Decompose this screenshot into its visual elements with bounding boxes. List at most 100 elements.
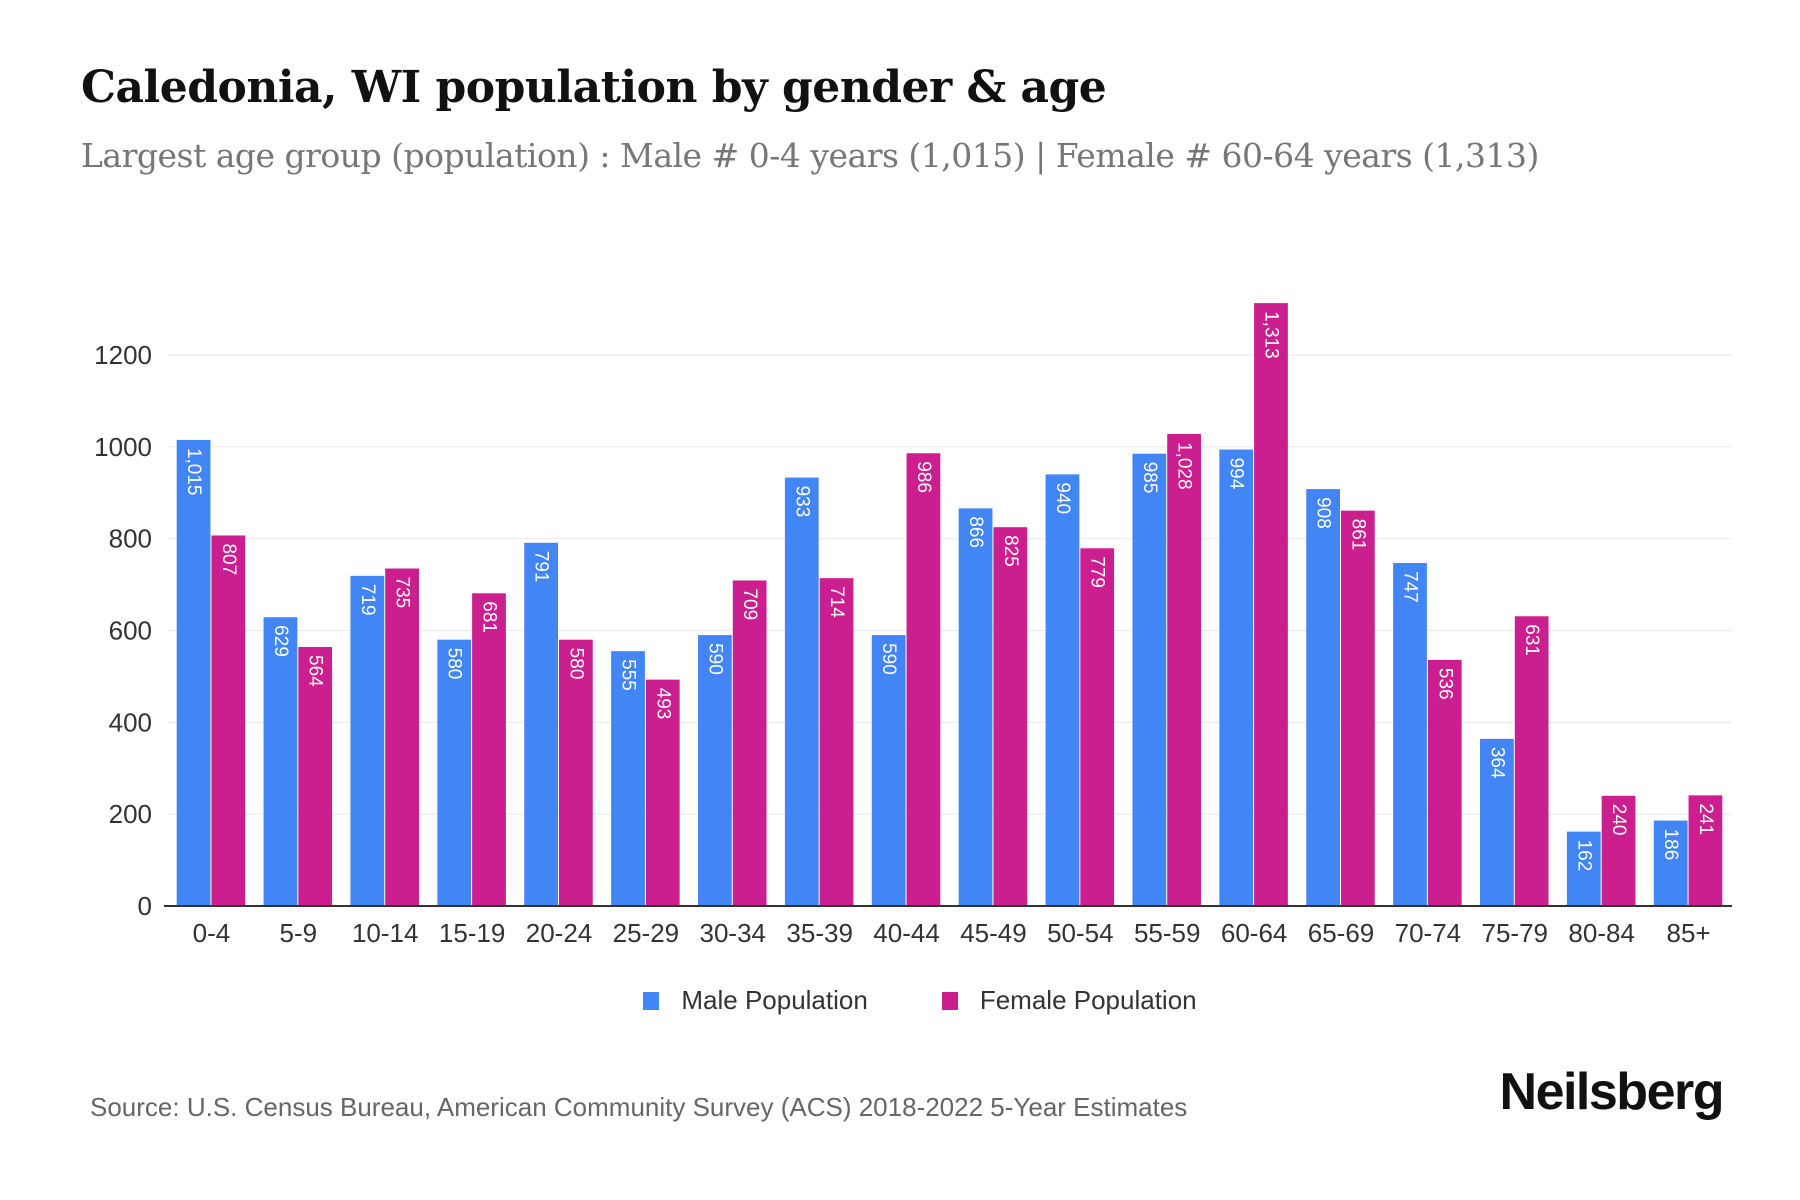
- x-tick-label: 60-64: [1221, 918, 1288, 948]
- legend-swatch-male: [643, 991, 660, 1010]
- data-label-male: 791: [531, 551, 552, 583]
- data-label-female: 709: [739, 588, 760, 620]
- bar-male: [1132, 453, 1167, 906]
- data-label-male: 590: [704, 643, 725, 675]
- data-label-male: 908: [1313, 497, 1334, 529]
- bar-female: [1427, 659, 1462, 906]
- y-tick-label: 400: [109, 707, 152, 737]
- x-tick-label: 75-79: [1482, 918, 1549, 948]
- bar-male: [698, 635, 732, 906]
- data-label-female: 681: [478, 601, 499, 633]
- data-label-male: 985: [1139, 462, 1160, 494]
- y-tick-label: 1000: [94, 432, 152, 462]
- data-label-female: 493: [652, 688, 673, 720]
- data-label-male: 719: [357, 584, 378, 616]
- data-label-male: 364: [1486, 747, 1507, 779]
- x-tick-label: 70-74: [1395, 918, 1462, 948]
- brand-logo: Neilsberg: [1499, 1063, 1725, 1121]
- legend-item-female: Female Population: [941, 985, 1197, 1016]
- data-label-male: 555: [617, 659, 638, 691]
- bar-male: [1045, 474, 1080, 906]
- source-note: Source: U.S. Census Bureau, American Com…: [90, 1092, 1188, 1122]
- bar-female: [1254, 303, 1288, 907]
- data-label-female: 986: [913, 461, 934, 493]
- y-tick-label: 1200: [94, 340, 152, 370]
- data-label-female: 631: [1521, 624, 1542, 656]
- bar-male: [1219, 449, 1254, 906]
- bar-female: [1167, 433, 1201, 906]
- bar-male: [524, 542, 558, 906]
- x-tick-label: 40-44: [873, 918, 940, 948]
- y-tick-label: 0: [138, 891, 152, 921]
- bar-female: [1080, 548, 1115, 906]
- data-label-male: 940: [1052, 482, 1073, 514]
- x-tick-label: 35-39: [786, 918, 853, 948]
- bar-female: [1601, 795, 1636, 906]
- x-tick-label: 15-19: [439, 918, 506, 948]
- data-label-female: 714: [826, 586, 847, 618]
- data-label-female: 580: [565, 648, 586, 680]
- legend-label-female: Female Population: [979, 985, 1197, 1015]
- bar-female: [1341, 510, 1375, 906]
- data-label-male: 186: [1660, 829, 1681, 861]
- bar-female: [211, 535, 246, 906]
- x-tick-label: 50-54: [1047, 918, 1114, 948]
- data-label-female: 735: [392, 577, 413, 609]
- x-tick-label: 30-34: [700, 918, 767, 948]
- x-tick-label: 85+: [1667, 918, 1711, 948]
- data-label-female: 1,028: [1174, 442, 1195, 490]
- y-tick-label: 800: [109, 524, 152, 554]
- bar-female: [993, 527, 1028, 906]
- data-label-male: 866: [965, 516, 986, 548]
- bar-female: [819, 578, 854, 906]
- bar-female: [906, 453, 941, 906]
- x-tick-label: 80-84: [1568, 918, 1635, 948]
- bar-female: [472, 593, 506, 906]
- y-tick-label: 600: [109, 616, 152, 646]
- data-label-female: 807: [218, 543, 239, 575]
- bar-male: [1566, 831, 1601, 906]
- data-label-male: 162: [1573, 840, 1594, 872]
- legend-swatch-female: [941, 991, 958, 1010]
- x-tick-label: 5-9: [280, 918, 318, 948]
- bar-female: [385, 568, 419, 906]
- data-label-male: 590: [878, 643, 899, 675]
- x-tick-label: 45-49: [960, 918, 1027, 948]
- data-label-female: 240: [1608, 804, 1629, 836]
- data-label-female: 564: [305, 655, 326, 687]
- data-label-male: 994: [1226, 458, 1247, 490]
- data-label-male: 747: [1399, 571, 1420, 603]
- x-tick-label: 25-29: [613, 918, 680, 948]
- x-tick-label: 55-59: [1134, 918, 1201, 948]
- data-label-male: 580: [444, 648, 465, 680]
- bar-male: [784, 477, 819, 906]
- data-label-male: 933: [791, 486, 812, 518]
- data-label-female: 241: [1695, 803, 1716, 835]
- bar-male: [1306, 489, 1340, 906]
- legend-item-male: Male Population: [643, 985, 868, 1016]
- legend-label-male: Male Population: [681, 985, 868, 1015]
- bar-male: [611, 651, 645, 906]
- x-tick-label: 10-14: [352, 918, 419, 948]
- data-label-female: 861: [1347, 519, 1368, 551]
- bar-male: [871, 635, 906, 906]
- bar-male: [958, 508, 993, 906]
- y-tick-label: 200: [109, 799, 152, 829]
- x-tick-label: 65-69: [1308, 918, 1375, 948]
- chart-title: Caledonia, WI population by gender & age: [81, 62, 1107, 113]
- bar-female: [732, 580, 767, 906]
- bar-male: [1653, 820, 1688, 906]
- legend: Male Population Female Population: [0, 985, 1800, 1016]
- bar-male: [263, 617, 298, 906]
- data-label-male: 629: [270, 625, 291, 657]
- bar-male: [1393, 563, 1427, 906]
- bar-male: [437, 639, 472, 906]
- data-label-male: 1,015: [183, 448, 204, 496]
- bar-female: [1688, 795, 1723, 906]
- bar-male: [1480, 738, 1514, 906]
- bar-female: [298, 647, 333, 906]
- bar-male: [176, 439, 211, 906]
- data-label-female: 536: [1434, 668, 1455, 700]
- data-label-female: 779: [1087, 556, 1108, 588]
